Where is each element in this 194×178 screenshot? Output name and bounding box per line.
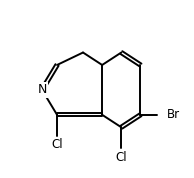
Text: N: N [37,83,47,96]
Text: Cl: Cl [115,151,127,164]
Text: Cl: Cl [51,138,63,151]
Text: Br: Br [166,108,179,121]
